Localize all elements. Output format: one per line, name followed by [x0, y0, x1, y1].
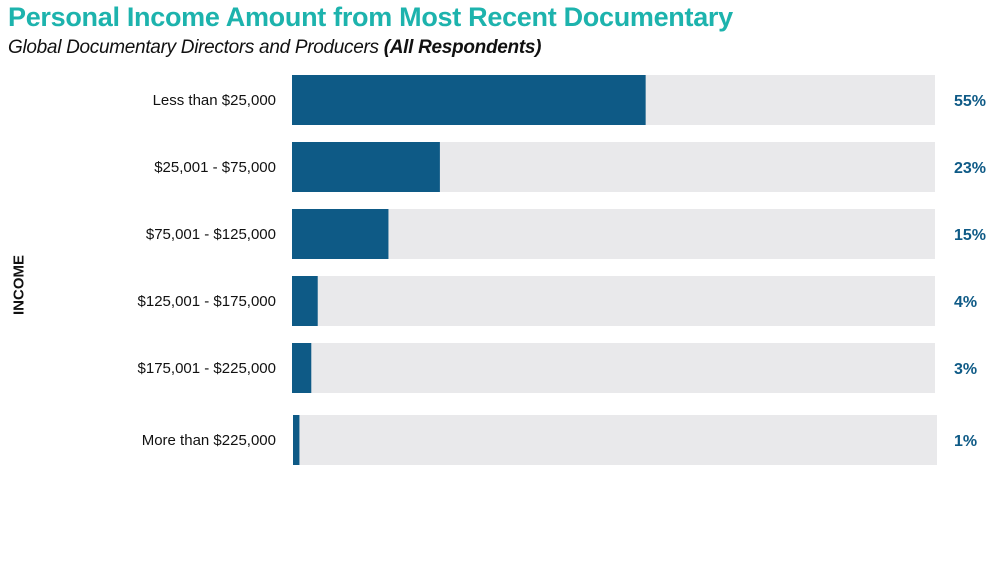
- bar-track: [293, 415, 937, 465]
- bar-track: [292, 343, 935, 393]
- value-label: 4%: [954, 294, 977, 311]
- subtitle-bold: (All Respondents): [383, 37, 542, 58]
- category-label: More than $225,000: [142, 432, 276, 449]
- bar: [292, 276, 318, 326]
- bar-track: [292, 209, 935, 259]
- bar: [293, 415, 300, 465]
- subtitle-text: Global Documentary Directors and Produce…: [8, 37, 379, 58]
- bar: [292, 142, 440, 192]
- chart-title: Personal Income Amount from Most Recent …: [8, 2, 733, 32]
- category-label: Less than $25,000: [153, 92, 276, 109]
- value-label: 3%: [954, 361, 977, 378]
- value-label: 55%: [954, 93, 986, 110]
- category-label: $75,001 - $125,000: [146, 226, 276, 243]
- bar: [292, 343, 312, 393]
- bar-track: [292, 276, 935, 326]
- chart-subtitle: Global Documentary Directors and Produce…: [8, 37, 541, 59]
- value-label: 1%: [954, 433, 977, 450]
- category-label: $175,001 - $225,000: [138, 360, 276, 377]
- bar: [292, 75, 646, 125]
- value-label: 23%: [954, 160, 986, 177]
- category-label: $25,001 - $75,000: [154, 159, 276, 176]
- bar: [292, 209, 389, 259]
- category-label: $125,001 - $175,000: [138, 293, 276, 310]
- value-label: 15%: [954, 227, 986, 244]
